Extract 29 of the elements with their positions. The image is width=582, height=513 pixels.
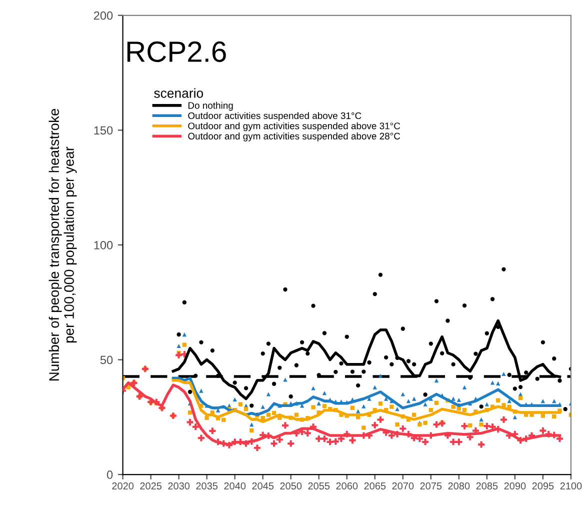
y-axis-title: Number of people transported for heatstroke per 100,000 population per year: [48, 108, 77, 380]
legend-title: scenario: [154, 88, 204, 98]
x-tick-label: 2100: [560, 482, 582, 490]
y-tick-label: 0: [106, 470, 113, 479]
y-tick-label: 50: [100, 356, 113, 364]
x-tick-label: 2065: [364, 482, 386, 490]
legend-label: Outdoor activities suspended above 31°C: [188, 112, 362, 121]
y-tick-label: 150: [94, 126, 113, 135]
x-tick-label: 2070: [392, 482, 414, 490]
x-tick-label: 2025: [140, 482, 162, 490]
legend-label: Outdoor and gym activities suspended above 28°C: [188, 132, 400, 142]
x-tick-label: 2040: [224, 482, 246, 490]
x-tick-label: 2045: [252, 482, 274, 490]
x-tick-label: 2055: [308, 482, 330, 490]
x-tick-label: 2095: [532, 482, 554, 490]
x-tick-label: 2035: [196, 482, 218, 490]
text: RCP2.6: [127, 41, 226, 62]
y-tick-label: 100: [94, 240, 113, 250]
x-tick-label: 2075: [420, 482, 442, 490]
x-tick-label: 2020: [112, 482, 134, 490]
x-tick-label: 2050: [280, 482, 302, 490]
y-tick-label: 200: [94, 11, 113, 20]
legend-label: Outdoor and gym activities suspended above 31°C: [188, 122, 400, 132]
x-tick-label: 2085: [476, 482, 498, 490]
x-tick-label: 2090: [504, 482, 526, 490]
x-tick-label: 2080: [448, 482, 470, 490]
x-tick-label: 2060: [336, 482, 358, 490]
x-tick-label: 2030: [168, 482, 190, 490]
legend-label: Do nothing: [188, 102, 233, 111]
